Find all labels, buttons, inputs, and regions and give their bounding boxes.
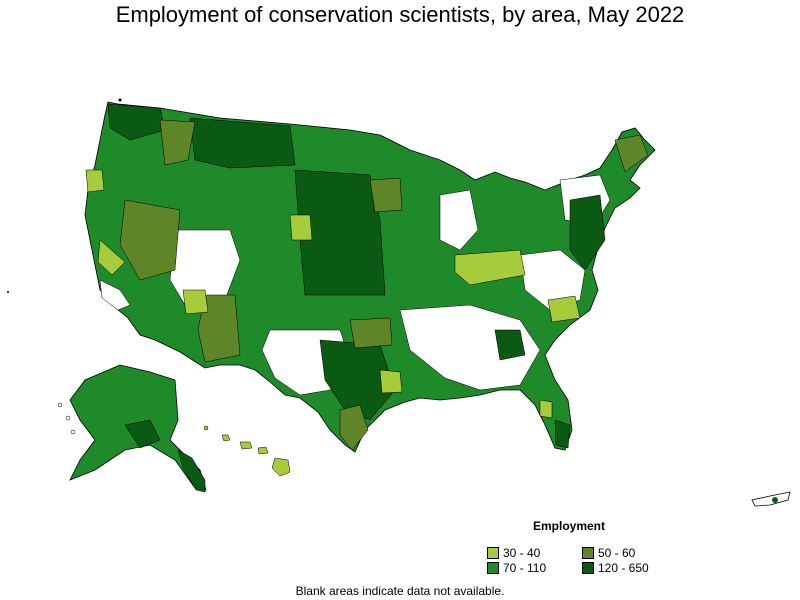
alaska-island [57, 402, 63, 408]
light-region-texas [379, 369, 403, 394]
olive-region-wisconsin [369, 177, 403, 213]
legend-item-120-650: 120 - 650 [582, 561, 649, 575]
dark-region-florida [554, 419, 571, 449]
alaska-panhandle [177, 449, 206, 493]
light-region-colorado [289, 214, 313, 241]
alaska-southeast-region [124, 419, 161, 449]
olive-region-maine [614, 134, 649, 173]
blank-region-south [399, 304, 541, 391]
legend-swatch [582, 562, 594, 574]
olive-region-oklahoma [349, 317, 393, 349]
light-region-oregon-coast [85, 169, 105, 193]
blank-region-midwest [439, 189, 479, 251]
olive-region-nevada [119, 199, 181, 281]
data-availability-note: Blank areas indicate data not available. [295, 584, 505, 598]
alaska-island [70, 429, 76, 435]
hawaii-islands [221, 434, 269, 455]
legend-title: Employment [533, 519, 606, 533]
olive-region-arizona [197, 294, 241, 363]
puerto-rico [751, 491, 791, 507]
light-region-florida-west [539, 399, 553, 419]
legend-label: 50 - 60 [598, 546, 636, 560]
blank-region-california [99, 279, 131, 311]
alaska-island [65, 415, 71, 421]
dark-region-east-coast [569, 194, 606, 271]
olive-region-idaho [159, 119, 196, 166]
legend-item-50-60: 50 - 60 [582, 546, 635, 560]
light-region-arizona-west [182, 289, 209, 315]
legend-swatch [582, 547, 594, 559]
hawaii-island [203, 425, 209, 431]
legend-item-30-40: 30 - 40 [487, 546, 540, 560]
hawaii-big-island [271, 457, 291, 477]
stray-island [118, 98, 122, 102]
dark-region-georgia [494, 329, 526, 361]
legend-label: 30 - 40 [503, 546, 541, 560]
light-region-southern-california [97, 239, 126, 276]
legend-swatch [487, 547, 499, 559]
legend-item-70-110: 70 - 110 [487, 561, 546, 575]
blank-region-appalachia [519, 249, 586, 311]
map-title: Employment of conservation scientists, b… [115, 2, 685, 27]
stray-island [7, 291, 9, 293]
legend-label: 70 - 110 [503, 561, 547, 575]
olive-region-texas-coast [339, 404, 369, 451]
legend-swatch [487, 562, 499, 574]
light-region-carolina [547, 295, 581, 323]
light-region-ohio-valley [454, 249, 526, 286]
legend-label: 120 - 650 [598, 561, 649, 575]
dark-region-montana [189, 117, 296, 169]
dark-region-washington [107, 103, 166, 141]
puerto-rico-region [772, 497, 778, 503]
